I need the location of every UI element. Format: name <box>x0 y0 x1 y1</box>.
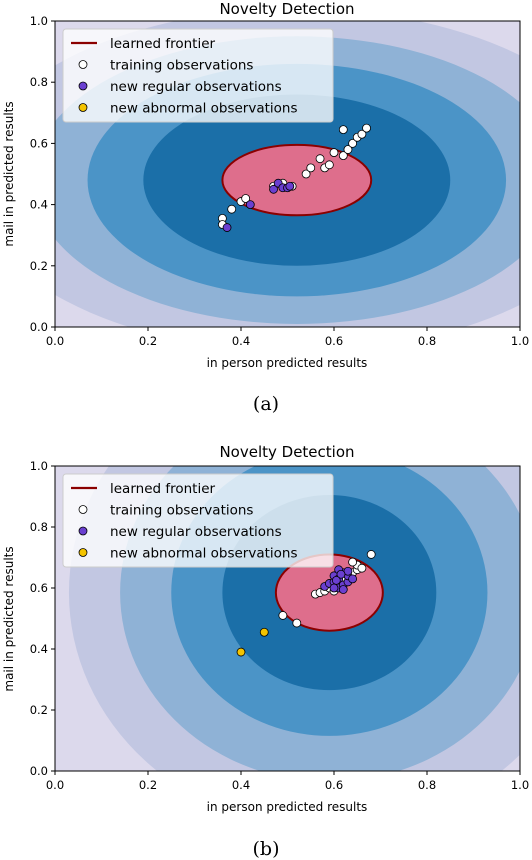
x-tick-label-b-1: 0.2 <box>139 778 157 792</box>
y-tick-label-b-3: 0.6 <box>30 581 48 595</box>
x-tick-label-a-5: 1.0 <box>511 334 529 348</box>
legend-regular-point-swatch-b <box>78 526 88 536</box>
training-point-a-14 <box>338 151 348 161</box>
y-axis-label-a: mail in predicted results <box>2 101 16 246</box>
y-tick-label-a-5: 1.0 <box>30 14 48 28</box>
y-tick-label-a-3: 0.6 <box>30 136 48 150</box>
training-point-a-9 <box>306 163 316 173</box>
regular-point-b-12 <box>338 585 348 594</box>
training-point-a-16 <box>348 138 358 148</box>
y-tick-label-a-0: 0.0 <box>30 320 48 334</box>
panel-b: Novelty Detection 0.0 0.2 0.4 0.6 0.8 1.0 0.0 0… <box>2 443 529 860</box>
x-tick-label-a-3: 0.6 <box>325 334 343 348</box>
y-tick-label-b-1: 0.2 <box>30 703 48 717</box>
x-tick-label-b-5: 1.0 <box>511 778 529 792</box>
regular-point-a-1 <box>245 200 255 210</box>
legend-label-a-3: new abnormal observations <box>110 101 298 117</box>
legend-label-b-3: new abnormal observations <box>110 546 298 562</box>
plot-frame-a <box>54 20 521 328</box>
training-point-b-13 <box>348 557 358 567</box>
plot-frame-b <box>54 465 521 772</box>
legend-training-point-swatch-a <box>78 60 88 69</box>
training-point-b-16 <box>357 563 367 573</box>
legend-a: learned frontier training observations new… <box>62 28 334 123</box>
y-axis-label-b: mail in predicted results <box>2 546 16 691</box>
training-point-a-2 <box>227 204 237 214</box>
legend-abnormal-point-swatch-b <box>78 548 88 557</box>
training-point-b-14 <box>366 550 376 559</box>
legend-label-b-2: new regular observations <box>110 524 282 540</box>
chart-title-a: Novelty Detection <box>219 0 354 18</box>
training-point-b-1 <box>292 618 302 628</box>
regular-point-b-11 <box>348 574 358 584</box>
panel-a: Novelty Detection 0.0 0.2 0.4 0.6 0.8 1.0 0.0 0… <box>2 0 529 415</box>
y-tick-label-a-4: 0.8 <box>30 75 48 89</box>
legend-label-b-1: training observations <box>110 503 253 519</box>
x-tick-label-b-0: 0.0 <box>46 778 64 792</box>
y-tick-label-a-2: 0.4 <box>30 198 48 212</box>
training-point-a-18 <box>357 129 367 139</box>
y-tick-label-a-1: 0.2 <box>30 259 48 273</box>
legend-label-a-1: training observations <box>110 58 253 74</box>
legend-b: learned frontier training observations new… <box>62 473 334 568</box>
regular-point-a-0 <box>222 223 232 232</box>
legend-label-a-0: learned frontier <box>110 36 216 52</box>
x-axis-label-b: in person predicted results <box>207 800 368 814</box>
legend-box-b <box>62 473 334 568</box>
training-point-a-15 <box>343 145 353 154</box>
x-tick-label-b-3: 0.6 <box>325 778 343 792</box>
legend-label-b-0: learned frontier <box>110 481 216 497</box>
x-axis-label-a: in person predicted results <box>207 356 368 370</box>
x-tick-label-a-2: 0.4 <box>232 334 250 348</box>
regular-point-b-15 <box>336 569 346 579</box>
regular-point-b-16 <box>331 575 341 585</box>
y-tick-label-b-5: 1.0 <box>30 459 48 473</box>
training-point-a-12 <box>324 160 334 170</box>
x-tick-label-b-2: 0.4 <box>232 778 250 792</box>
training-point-a-8 <box>301 169 311 179</box>
chart-title-b: Novelty Detection <box>219 443 354 461</box>
learned-frontier-a <box>221 143 373 217</box>
y-tick-label-b-0: 0.0 <box>30 764 48 778</box>
x-tick-label-b-4: 0.8 <box>418 778 436 792</box>
training-point-a-13 <box>329 148 339 157</box>
legend-abnormal-point-swatch-a <box>78 103 88 112</box>
training-point-a-4 <box>241 194 251 203</box>
legend-box-a <box>62 28 334 123</box>
legend-regular-point-swatch-a <box>78 81 88 91</box>
y-tick-label-b-2: 0.4 <box>30 642 48 656</box>
caption-a: (a) <box>253 393 279 415</box>
training-point-b-0 <box>278 611 288 620</box>
regular-point-b-13 <box>329 583 339 593</box>
regular-point-a-2 <box>269 184 278 194</box>
abnormal-point-b-1 <box>259 627 269 637</box>
regular-point-a-6 <box>285 181 295 191</box>
y-tick-label-b-4: 0.8 <box>30 520 48 534</box>
legend-training-point-swatch-b <box>78 505 88 514</box>
training-point-a-10 <box>315 154 325 164</box>
abnormal-point-b-0 <box>236 647 246 657</box>
x-tick-label-a-4: 0.8 <box>418 334 436 348</box>
training-point-a-19 <box>362 123 371 133</box>
training-point-a-20 <box>338 125 348 135</box>
x-tick-label-a-1: 0.2 <box>139 334 157 348</box>
legend-label-a-2: new regular observations <box>110 79 282 95</box>
caption-b: (b) <box>253 838 280 860</box>
x-tick-label-a-0: 0.0 <box>46 334 64 348</box>
